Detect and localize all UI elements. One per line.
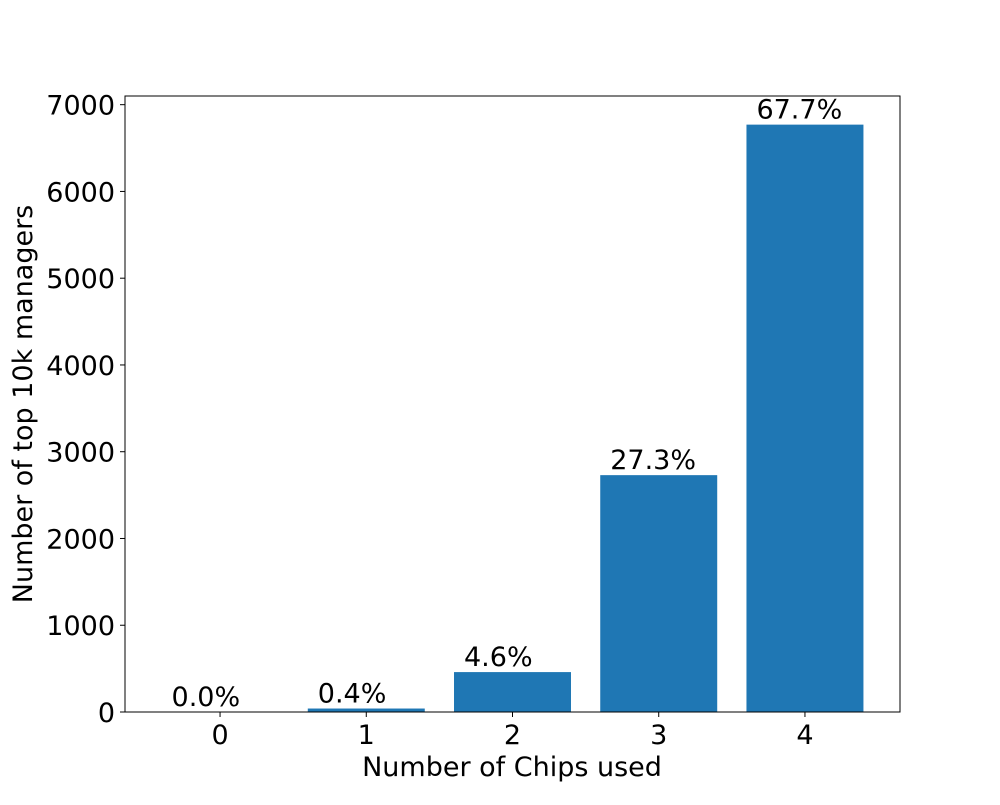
- y-tick-label-2000: 2000: [46, 524, 115, 555]
- bar-label-4: 67.7%: [756, 95, 842, 126]
- bar-4: [746, 124, 864, 713]
- y-axis: 0 1000 2000 3000 4000 5000 6000 7000: [46, 91, 125, 729]
- x-tick-label-2: 2: [504, 720, 521, 751]
- y-tick-label-4000: 4000: [46, 351, 115, 382]
- y-tick-label-1000: 1000: [46, 611, 115, 642]
- bar-label-3: 27.3%: [610, 445, 696, 476]
- x-tick-label-4: 4: [796, 720, 813, 751]
- bar-2: [454, 672, 571, 712]
- bar-3: [600, 475, 718, 712]
- bars-layer: [307, 124, 864, 713]
- y-axis-label: Number of top 10k managers: [8, 205, 39, 603]
- y-tick-label-0: 0: [98, 698, 115, 729]
- bar-label-1: 0.4%: [318, 679, 387, 710]
- bar-label-2: 4.6%: [464, 642, 533, 673]
- x-axis-label: Number of Chips used: [362, 752, 662, 783]
- bar-label-0: 0.0%: [172, 682, 241, 713]
- y-tick-label-3000: 3000: [46, 438, 115, 469]
- y-tick-label-7000: 7000: [46, 91, 115, 122]
- x-tick-label-3: 3: [650, 720, 667, 751]
- x-axis: 0 1 2 3 4: [211, 712, 814, 751]
- bar-labels-layer: 0.0% 0.4% 4.6% 27.3% 67.7%: [172, 95, 843, 713]
- bar-1: [307, 708, 425, 712]
- x-tick-label-0: 0: [211, 720, 228, 751]
- y-tick-label-5000: 5000: [46, 264, 115, 295]
- y-tick-label-6000: 6000: [46, 177, 115, 208]
- x-tick-label-1: 1: [358, 720, 375, 751]
